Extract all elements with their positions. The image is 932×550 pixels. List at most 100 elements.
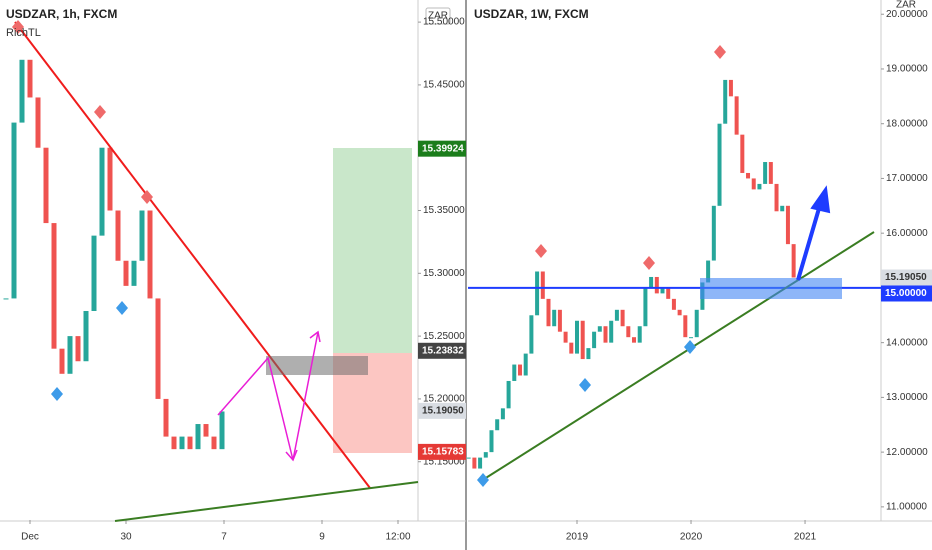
candle [785, 205, 790, 245]
candle [155, 298, 161, 399]
candle [751, 178, 756, 190]
y-tick-label: 18.00000 [886, 118, 928, 129]
candle [495, 419, 500, 431]
candle [575, 320, 580, 354]
candle [546, 298, 551, 327]
x-tick-label: 2020 [680, 532, 703, 543]
arrow-head [309, 330, 321, 343]
candle [517, 364, 522, 376]
price-label: 15.00000 [885, 288, 927, 299]
x-tick-label: Dec [21, 532, 39, 543]
candle [711, 205, 716, 261]
price-label: 15.15783 [422, 447, 464, 458]
price-label-box [881, 285, 932, 302]
arrow-head [285, 449, 298, 462]
chart-title: USDZAR, 1h, FXCM [6, 7, 117, 21]
candle [500, 408, 505, 420]
y-tick-label: 15.50000 [423, 17, 465, 28]
price-label-box [418, 140, 466, 157]
unit-box [425, 7, 451, 25]
x-tick-label: 12:00 [385, 532, 410, 543]
candle [51, 223, 57, 349]
price-label-box [418, 342, 466, 359]
indicator-name: RichTL [6, 27, 41, 39]
candle [774, 183, 779, 212]
candle [147, 210, 153, 299]
candle [780, 205, 785, 212]
unit-label: ZAR [896, 0, 916, 11]
zone [266, 356, 368, 375]
y-tick-label: 15.20000 [423, 394, 465, 405]
x-tick-label: 2021 [794, 532, 817, 543]
candle [35, 97, 41, 148]
candle [723, 79, 728, 124]
price-label: 15.39924 [422, 143, 464, 154]
support-zone [700, 278, 842, 299]
candle [580, 320, 585, 360]
y-tick-label: 15.15000 [423, 456, 465, 467]
price-label-box [418, 443, 466, 460]
candle [43, 147, 49, 224]
candle [179, 436, 185, 450]
x-tick-label: 7 [221, 532, 227, 543]
candle [163, 398, 169, 437]
candle [59, 348, 65, 374]
candle [717, 123, 722, 206]
arrow [796, 204, 822, 281]
chart-title: USDZAR, 1W, FXCM [474, 7, 589, 21]
price-label: 15.19050 [422, 405, 464, 416]
candle [187, 436, 193, 450]
candle [791, 244, 796, 278]
candle [99, 147, 105, 236]
y-tick-label: 15.35000 [423, 205, 465, 216]
candle [466, 457, 471, 459]
candle [666, 287, 671, 299]
candle [19, 59, 25, 123]
panel-1w [466, 13, 884, 524]
candle [689, 337, 694, 339]
trendline [14, 21, 371, 489]
y-tick-label: 15.25000 [423, 331, 465, 342]
candle [512, 364, 517, 381]
candle [478, 457, 483, 469]
candle [523, 353, 528, 376]
candle [552, 309, 557, 327]
candle [746, 172, 751, 179]
candle [763, 162, 768, 184]
candle [603, 326, 608, 343]
candle [768, 162, 773, 184]
candle [27, 59, 33, 98]
path-projection [217, 331, 319, 461]
price-label-box [418, 402, 466, 419]
candle [643, 287, 648, 327]
y-tick-label: 15.30000 [423, 268, 465, 279]
x-tick-label: 9 [319, 532, 325, 543]
candle [139, 210, 145, 261]
candle [506, 380, 511, 409]
candle [540, 271, 545, 299]
candle [671, 298, 676, 310]
candle [592, 331, 597, 349]
candle [131, 260, 137, 286]
candle [632, 337, 637, 343]
y-tick-label: 17.00000 [886, 173, 928, 184]
candle [734, 96, 739, 135]
candle [123, 260, 129, 286]
candle [706, 260, 711, 283]
candle [219, 411, 225, 450]
candle [649, 276, 654, 288]
candle [115, 210, 121, 261]
x-tick-label: 30 [120, 532, 132, 543]
candle [683, 315, 688, 338]
candle [740, 134, 745, 173]
candle [67, 336, 73, 374]
candle [609, 320, 614, 343]
candle [626, 326, 631, 338]
candle [569, 342, 574, 354]
candle [694, 309, 699, 338]
candle [614, 309, 619, 321]
y-tick-label: 15.45000 [423, 80, 465, 91]
profit-zone [333, 148, 412, 353]
price-label: 15.19050 [885, 272, 927, 283]
y-tick-label: 16.00000 [886, 228, 928, 239]
